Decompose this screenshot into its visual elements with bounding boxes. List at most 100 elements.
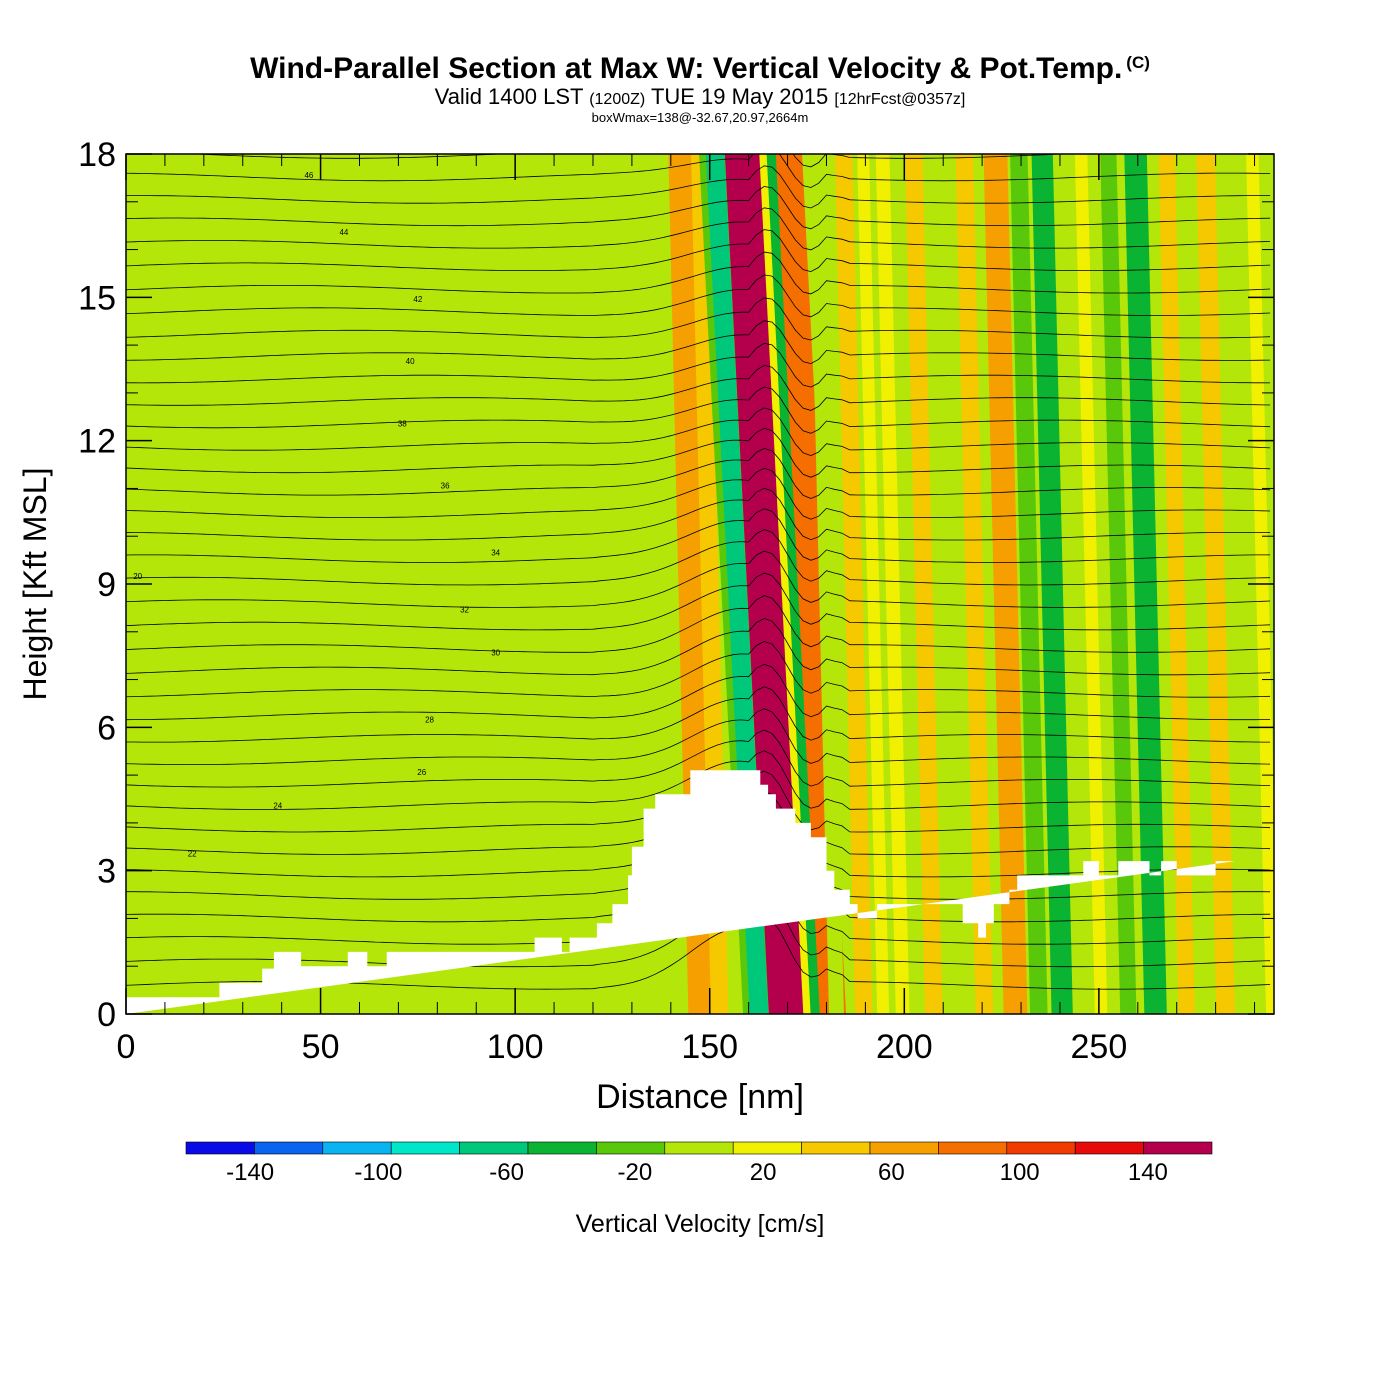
velocity-band: [1196, 154, 1236, 1014]
colorbar-tick-label: -20: [618, 1159, 653, 1186]
colorbar-swatch: [1143, 1141, 1213, 1155]
velocity-band: [1124, 154, 1167, 1014]
velocity-band: [1031, 154, 1073, 1014]
isentrope-line: [126, 364, 1271, 411]
isentrope-line: [126, 297, 1271, 341]
isentrope-line: [126, 686, 1271, 743]
colorbar: -140 -100 -60 -20 20 60 100 140: [185, 1141, 1213, 1186]
isentrope-line: [126, 186, 1271, 230]
velocity-band: [905, 154, 943, 1014]
isentrope-line: [126, 467, 1271, 520]
colorbar-tick-label: -140: [226, 1159, 274, 1186]
valid-prefix: Valid 1400 LST: [434, 84, 584, 109]
isentrope-line: [126, 320, 1271, 365]
isentrope-line: [185, 154, 1072, 168]
x-tick-label: 250: [1071, 1028, 1128, 1066]
isentrope-label: 38: [398, 419, 407, 428]
isentrope-line: [126, 595, 1271, 653]
isentrope-label: 22: [188, 849, 197, 858]
isentrope-label: 34: [491, 548, 500, 557]
isentrope-line: [126, 154, 1271, 188]
isentrope-label: 28: [425, 716, 434, 725]
chart-title: Wind-Parallel Section at Max W: Vertical…: [250, 52, 1150, 85]
isentrope-label: 44: [339, 228, 348, 237]
colorbar-swatch: [938, 1141, 1008, 1155]
colorbar-tick-label: -60: [489, 1159, 524, 1186]
y-tick-label: 0: [97, 996, 116, 1034]
colorbar-swatch: [596, 1141, 666, 1155]
terrain: [126, 770, 1236, 1014]
isentrope-label: 36: [441, 481, 450, 490]
colorbar-swatch: [390, 1141, 460, 1155]
isentropes: [126, 154, 1271, 990]
isentrope-line: [126, 427, 1271, 478]
isentrope-line: [126, 550, 1271, 608]
plot-area: 46 44 42 40 38 36 34 32 30 28 26 24 22 20: [126, 154, 1274, 1014]
velocity-band: [1010, 154, 1048, 1014]
colorbar-swatch: [869, 1141, 939, 1155]
velocity-band: [1100, 154, 1137, 1014]
isentrope-labels: 46 44 42 40 38 36 34 32 30 28 26 24 22 20: [133, 171, 500, 858]
velocity-band: [857, 154, 890, 1014]
colorbar-swatch: [732, 1141, 802, 1155]
isentrope-line: [126, 729, 1271, 788]
isentrope-label: 46: [304, 171, 313, 180]
velocity-band: [983, 154, 1028, 1014]
colorbar-label: Vertical Velocity [cm/s]: [576, 1210, 825, 1238]
isentrope-line: [126, 165, 1271, 209]
velocity-band: [808, 154, 844, 1014]
colorbar-tick-label: 20: [750, 1159, 777, 1186]
y-tick-label: 9: [97, 566, 116, 604]
isentrope-label: 40: [406, 357, 415, 366]
forecast-label: [12hrFcst@0357z]: [834, 91, 966, 108]
y-tick-label: 15: [78, 279, 116, 317]
colorbar-swatch: [322, 1141, 392, 1155]
colorbar-tick-label: 60: [878, 1159, 905, 1186]
isentrope-line: [126, 663, 1271, 721]
isentrope-line: [126, 641, 1271, 698]
colorbar-swatch: [527, 1141, 597, 1155]
y-tick-label: 12: [78, 423, 116, 461]
velocity-band: [834, 154, 873, 1014]
isentrope-label: 24: [273, 802, 282, 811]
colorbar-swatch: [1006, 1141, 1076, 1155]
colorbar-swatch: [801, 1141, 871, 1155]
colorbar-swatch: [664, 1141, 734, 1155]
y-axis-label: Height [Kft MSL]: [17, 468, 53, 701]
isentrope-line: [126, 529, 1271, 586]
copyright-mark: (C): [1126, 53, 1150, 72]
isentrope-label: 26: [417, 768, 426, 777]
x-axis: 0 50 100 150 200 250: [117, 154, 1256, 1066]
boxwmax-label: boxWmax=138@-32.67,20.97,2664m: [591, 110, 809, 125]
x-tick-label: 200: [876, 1028, 933, 1066]
y-tick-label: 18: [78, 136, 116, 174]
isentrope-label: 32: [460, 606, 469, 615]
x-tick-label: 0: [117, 1028, 136, 1066]
colorbar-tick-label: 100: [1000, 1159, 1040, 1186]
colorbar-tick-label: 140: [1128, 1159, 1168, 1186]
y-tick-label: 6: [97, 709, 116, 747]
valid-utc: (1200Z): [589, 91, 646, 108]
isentrope-line: [126, 229, 1271, 273]
isentrope-label: 30: [491, 649, 500, 658]
colorbar-swatch: [185, 1141, 255, 1155]
colorbar-swatch: [254, 1141, 324, 1155]
isentrope-line: [126, 274, 1271, 318]
x-tick-label: 100: [487, 1028, 544, 1066]
isentrope-line: [126, 342, 1271, 388]
x-tick-label: 150: [681, 1028, 738, 1066]
isentrope-line: [126, 618, 1271, 676]
isentrope-line: [126, 708, 1271, 765]
colorbar-swatch: [1074, 1141, 1144, 1155]
velocity-band: [875, 154, 910, 1014]
chart-subtitle: Valid 1400 LST (1200Z) TUE 19 May 2015 […: [0, 84, 1400, 110]
valid-date: TUE 19 May 2015: [650, 84, 829, 109]
isentrope-line: [126, 407, 1271, 457]
isentrope-line: [126, 487, 1271, 541]
isentrope-line: [126, 447, 1271, 499]
velocity-band: [1158, 154, 1195, 1014]
y-tick-label: 3: [97, 853, 116, 891]
isentrope-line: [126, 207, 1271, 251]
isentrope-line: [126, 251, 1271, 295]
colorbar-tick-label: -100: [354, 1159, 402, 1186]
